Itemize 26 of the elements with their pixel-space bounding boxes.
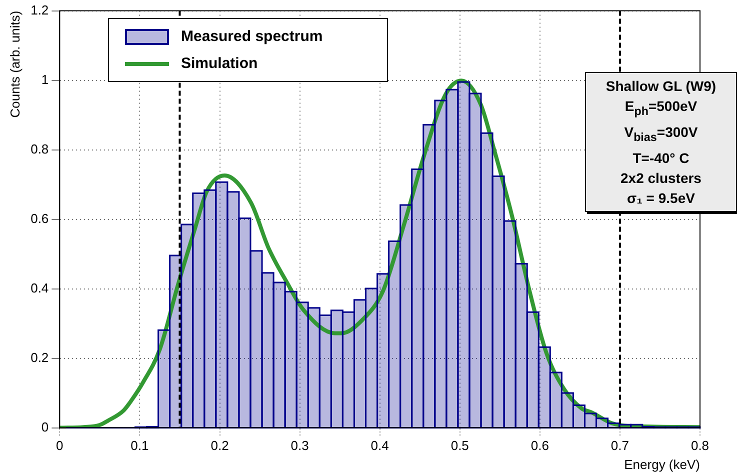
annotation: V$_{bias}$=300V: [623, 122, 699, 146]
y-tick-label: 1: [41, 72, 49, 87]
y-axis-title: Counts (arb. units): [7, 10, 22, 118]
y-tick-label: 0.8: [30, 141, 49, 156]
x-axis-title: Energy (keV): [624, 456, 700, 472]
x-tick-label: 0.5: [450, 438, 469, 454]
annotation: T=-40° C: [632, 148, 690, 168]
legend-label: Simulation: [181, 55, 258, 72]
x-tick-label: 0.8: [690, 438, 710, 454]
y-tick-label: 0.4: [30, 280, 49, 296]
x-tick-label: 0.1: [130, 438, 149, 454]
legend-label: Measured spectrum: [181, 28, 323, 45]
y-tick-label: 0: [41, 419, 49, 434]
annotation: Shallow GL (W9): [604, 77, 718, 96]
x-tick-label: 0.2: [210, 438, 229, 454]
annotation: E$_{ph}$=500eV: [624, 97, 698, 120]
y-tick-label: 0.2: [30, 350, 49, 365]
x-tick-label: 0.4: [370, 438, 389, 454]
x-tick-label: 0: [56, 438, 64, 454]
y-tick-label: 1.2: [30, 2, 49, 18]
x-tick-label: 0.7: [610, 438, 629, 454]
y-tick-label: 0.6: [30, 210, 49, 226]
annotation: σ₁ = 9.5eV: [626, 188, 696, 208]
annotation: 2x2 clusters: [620, 168, 702, 188]
x-tick-label: 0.6: [530, 438, 549, 454]
x-tick-label: 0.3: [290, 438, 309, 454]
